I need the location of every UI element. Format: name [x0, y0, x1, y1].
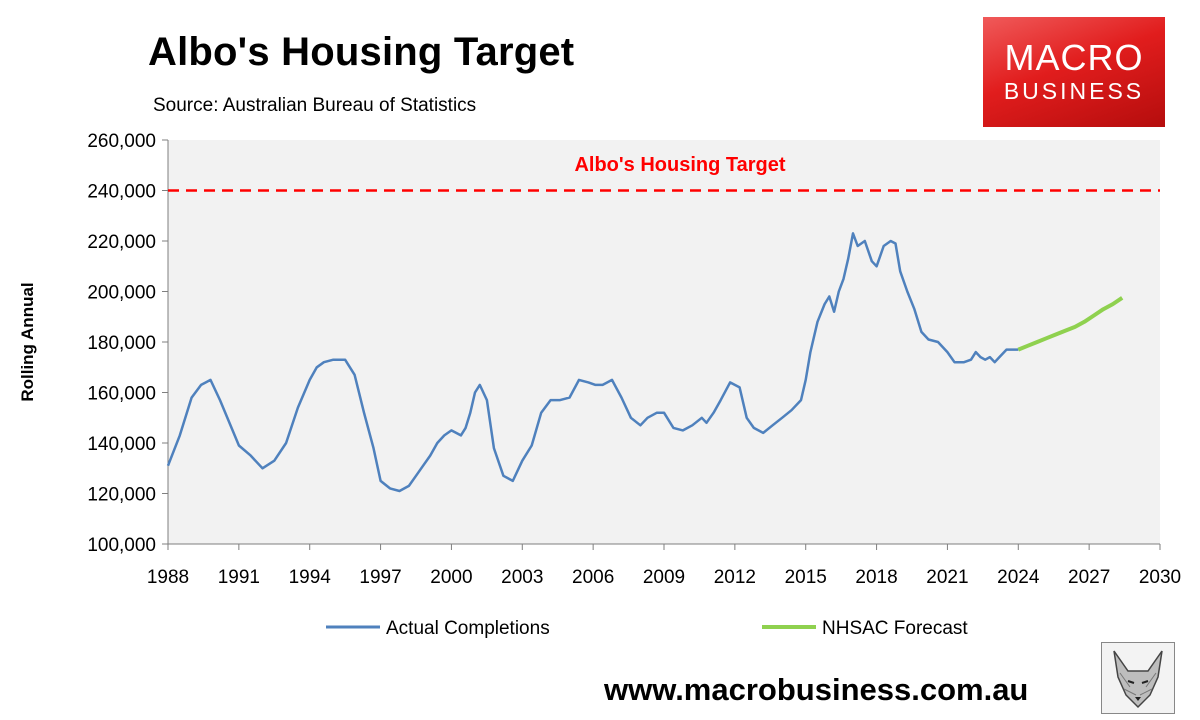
x-tick-label: 1994 [289, 567, 332, 588]
y-axis: 100,000 120,000 140,000 160,000 180,000 200,0… [87, 131, 168, 556]
y-tick-label: 180,000 [87, 333, 156, 354]
series-nhsac-forecast [1017, 296, 1124, 352]
x-tick-label: 2021 [926, 567, 968, 588]
x-tick-label: 2024 [997, 567, 1040, 588]
x-tick-label: 2006 [572, 567, 614, 588]
x-tick-label: 1997 [359, 567, 401, 588]
website-url[interactable]: www.macrobusiness.com.au [604, 672, 1029, 707]
y-tick-label: 200,000 [87, 283, 156, 304]
fox-icon [1113, 650, 1163, 709]
y-axis-label: Rolling Annual [18, 282, 37, 401]
x-tick-label: 2000 [430, 567, 472, 588]
logo-line-2: BUSINESS [1003, 78, 1145, 104]
legend-label-actual: Actual Completions [386, 618, 550, 639]
chart-source: Source: Australian Bureau of Statistics [153, 95, 477, 116]
y-tick-label: 220,000 [87, 232, 156, 253]
x-tick-label: 2015 [785, 567, 827, 588]
x-tick-label: 2030 [1139, 567, 1181, 588]
y-tick-label: 240,000 [87, 182, 156, 203]
x-tick-label: 2009 [643, 567, 685, 588]
y-tick-label: 260,000 [87, 131, 156, 152]
x-tick-label: 1988 [147, 567, 189, 588]
legend-label-forecast: NHSAC Forecast [822, 618, 968, 639]
y-tick-label: 160,000 [87, 384, 156, 405]
target-label: Albo's Housing Target [574, 154, 785, 176]
x-tick-label: 2018 [855, 567, 897, 588]
y-tick-label: 100,000 [87, 535, 156, 556]
fox-mascot-logo [1101, 642, 1175, 714]
x-tick-label: 2003 [501, 567, 543, 588]
x-tick-label: 2012 [714, 567, 756, 588]
plot-area [168, 140, 1160, 544]
chart-title: Albo's Housing Target [148, 30, 575, 74]
y-tick-label: 120,000 [87, 485, 156, 506]
x-tick-label: 2027 [1068, 567, 1110, 588]
legend: Actual Completions NHSAC Forecast [326, 618, 968, 639]
x-tick-label: 1991 [218, 567, 260, 588]
y-tick-label: 140,000 [87, 434, 156, 455]
x-axis: 1988 1991 1994 1997 2000 2003 2006 2009 2012 2015… [147, 544, 1181, 588]
series-actual-completions [166, 232, 1019, 493]
logo-line-1: MACRO [1004, 37, 1144, 78]
macrobusiness-logo: MACRO BUSINESS [983, 17, 1165, 127]
